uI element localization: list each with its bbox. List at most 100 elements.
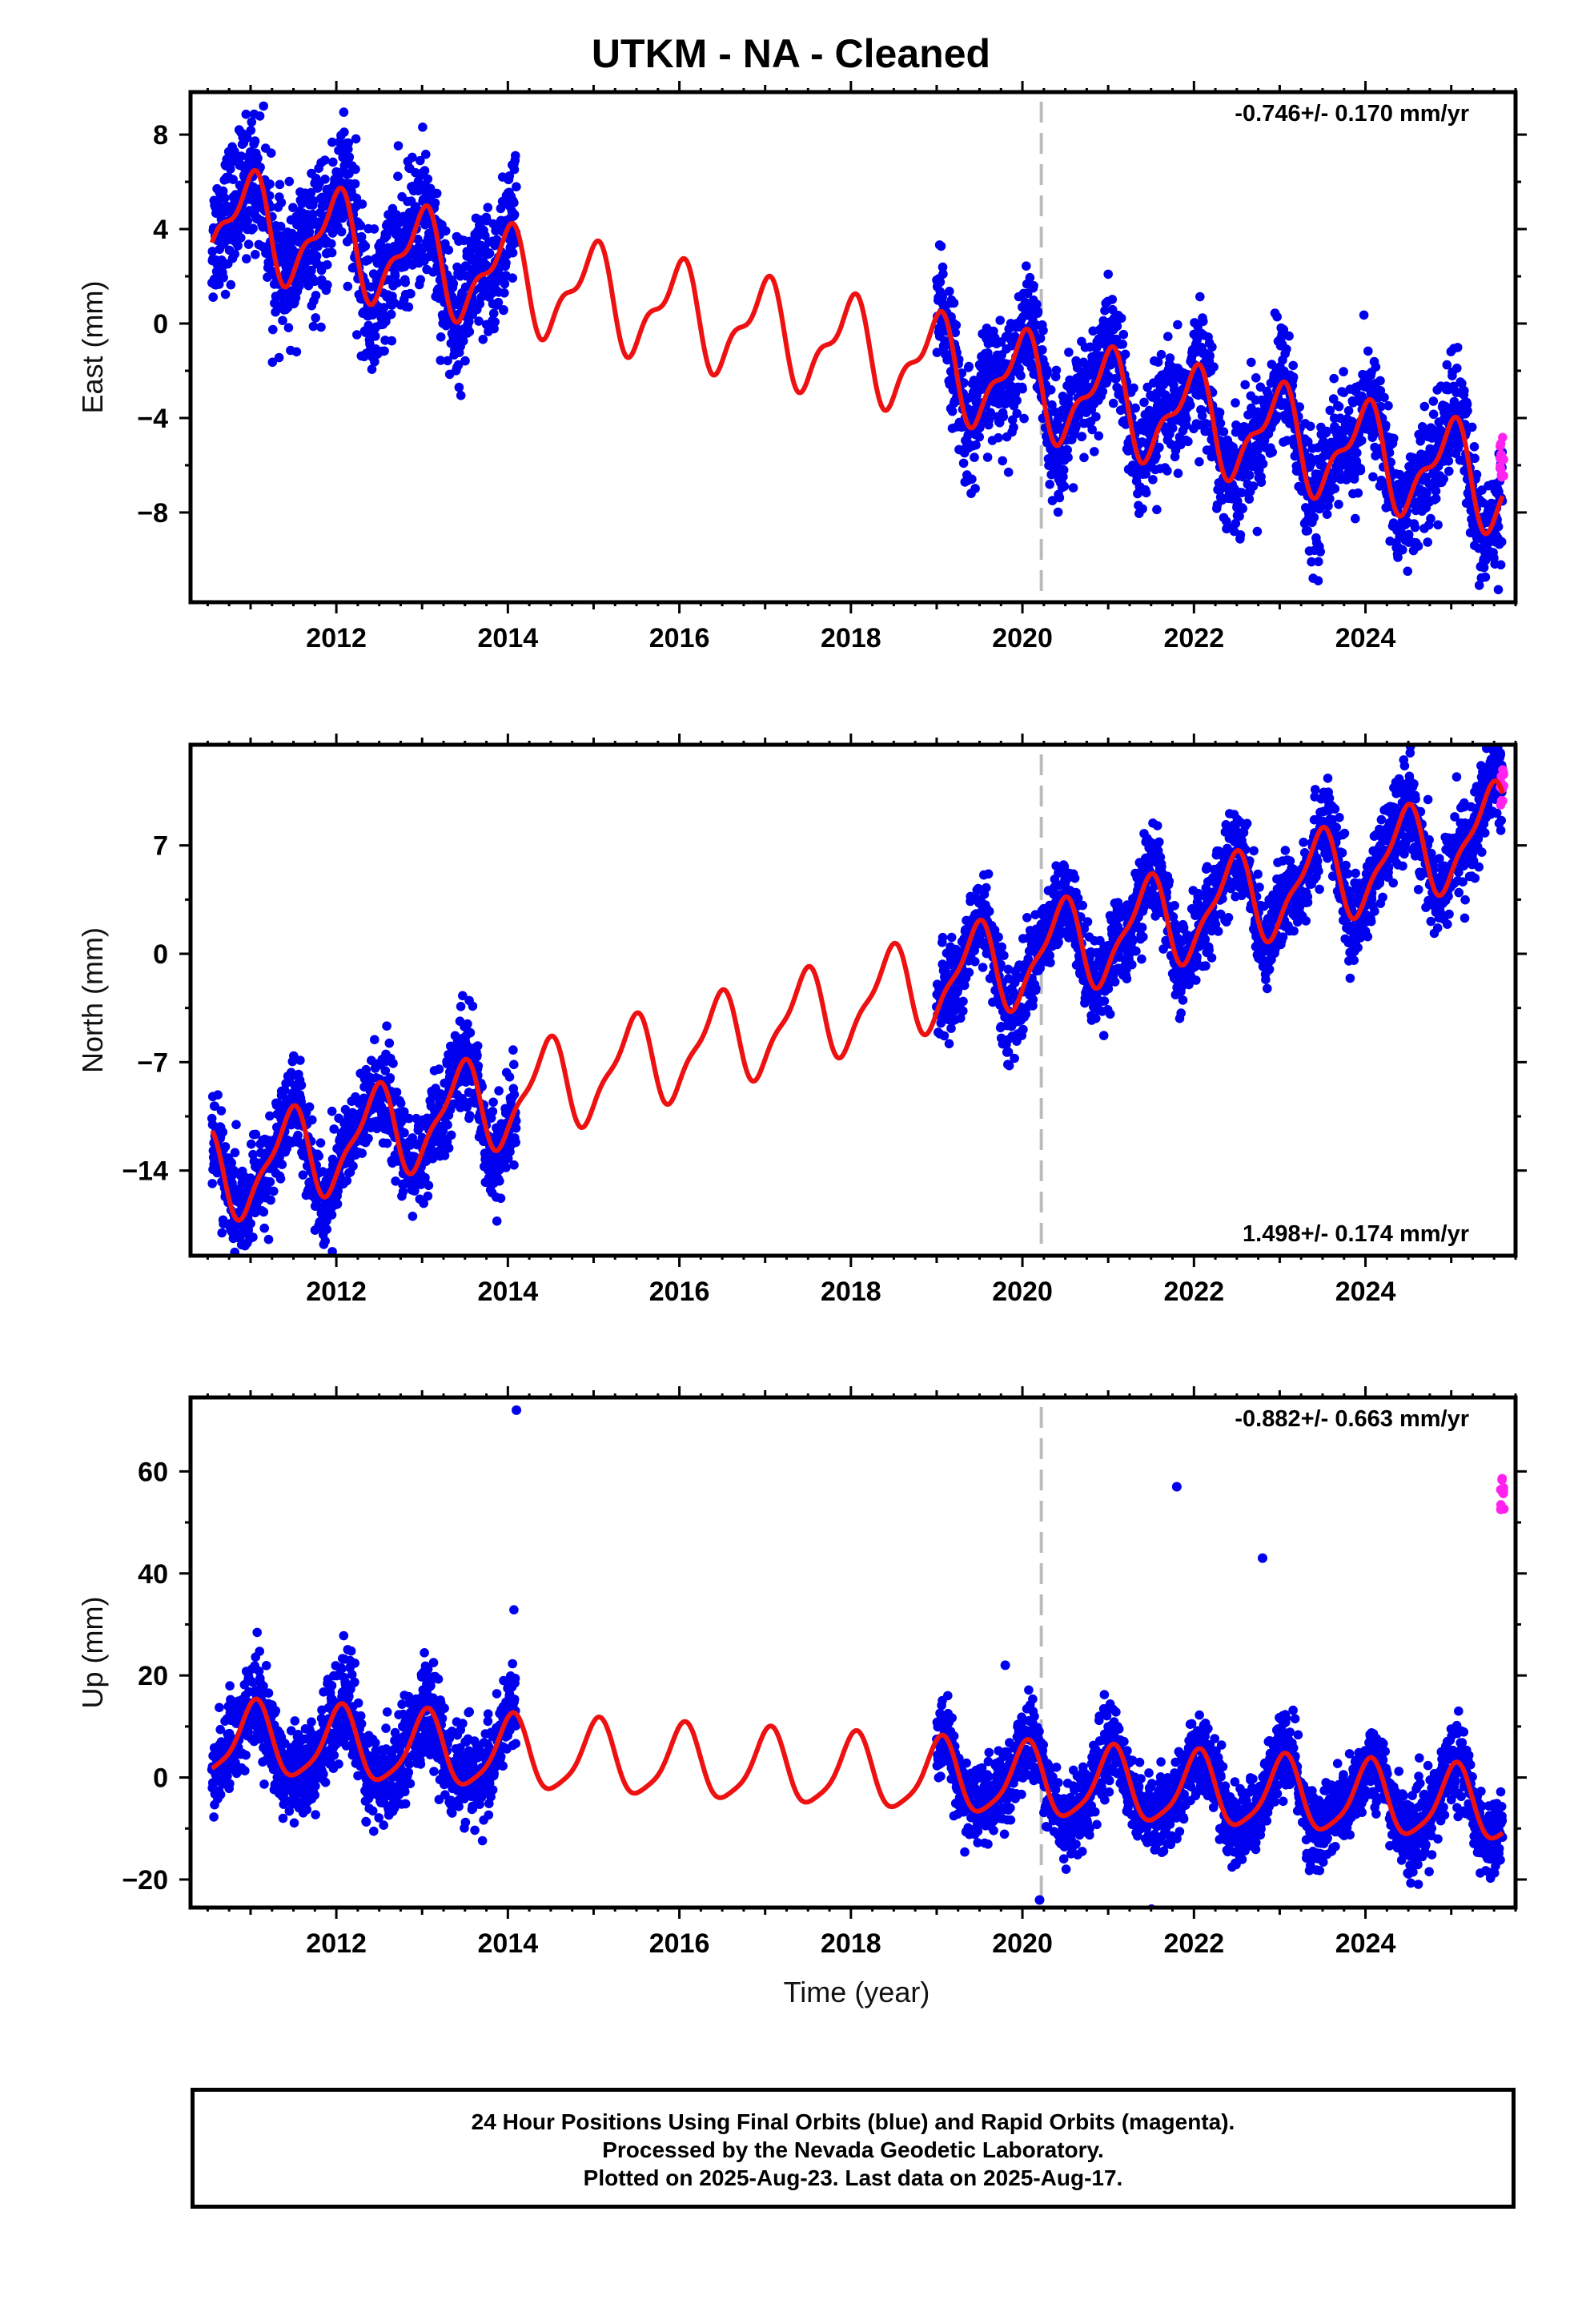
data-point <box>1205 351 1215 361</box>
data-point <box>1303 436 1313 447</box>
data-point <box>1163 332 1173 342</box>
data-point <box>416 275 425 285</box>
data-point <box>1058 472 1068 482</box>
data-point <box>1351 513 1360 524</box>
data-point <box>1079 452 1089 463</box>
data-point <box>1352 448 1362 458</box>
data-point <box>259 101 269 111</box>
data-point <box>289 1051 299 1061</box>
data-point <box>268 324 278 335</box>
data-point <box>263 272 272 283</box>
data-point <box>500 288 509 298</box>
data-point <box>265 1111 275 1121</box>
data-point <box>1426 513 1435 524</box>
data-point <box>329 1124 339 1134</box>
data-point <box>1379 392 1389 403</box>
data-point <box>1028 995 1038 1004</box>
data-point <box>1329 373 1339 384</box>
data-point <box>208 292 219 302</box>
data-point <box>1347 416 1357 427</box>
data-point <box>1173 320 1182 330</box>
data-point <box>1240 380 1250 390</box>
data-point <box>1256 477 1267 487</box>
data-point <box>214 279 224 289</box>
east-rapid-points <box>1495 432 1508 482</box>
data-point <box>1467 422 1477 432</box>
data-point <box>1118 329 1129 340</box>
data-point <box>259 1223 270 1233</box>
data-point <box>448 279 459 289</box>
data-point <box>246 1219 255 1228</box>
data-point <box>247 1139 256 1149</box>
data-point <box>995 316 1005 325</box>
data-point <box>314 1151 324 1161</box>
data-point <box>1053 507 1063 517</box>
data-point <box>1403 566 1412 577</box>
data-point <box>1251 373 1261 383</box>
data-point <box>473 1061 484 1071</box>
data-point <box>1325 494 1335 504</box>
data-point <box>284 176 295 187</box>
data-point <box>464 327 475 337</box>
data-point <box>350 179 360 189</box>
data-point <box>951 320 962 330</box>
data-point <box>511 1123 521 1133</box>
data-point <box>1051 365 1062 376</box>
data-point <box>1165 353 1175 363</box>
data-point <box>958 996 968 1007</box>
data-point <box>396 1099 406 1108</box>
data-point <box>1151 452 1161 461</box>
data-point <box>355 220 366 231</box>
data-point <box>241 109 251 119</box>
data-point <box>1322 509 1332 519</box>
data-point <box>508 273 517 283</box>
data-point <box>248 1232 258 1242</box>
data-point <box>1103 269 1113 279</box>
data-point <box>432 188 442 199</box>
data-point <box>216 1106 227 1116</box>
data-point <box>1233 496 1243 506</box>
data-point <box>1474 581 1484 590</box>
data-point <box>1009 422 1018 432</box>
data-point <box>1112 321 1122 332</box>
data-point <box>1325 405 1335 416</box>
data-point <box>959 378 969 388</box>
data-point <box>1263 388 1273 399</box>
data-point <box>379 1116 389 1125</box>
data-point <box>229 1165 239 1176</box>
data-point <box>480 1151 491 1161</box>
data-point <box>315 1138 326 1148</box>
data-point <box>277 1160 287 1169</box>
x-tick-label: 2016 <box>649 623 710 653</box>
data-point <box>1003 964 1014 975</box>
data-point <box>327 1106 337 1116</box>
data-point <box>499 305 508 315</box>
data-point <box>947 406 958 416</box>
data-point <box>1025 272 1035 283</box>
data-point <box>323 280 332 290</box>
data-point <box>956 1013 966 1023</box>
data-point <box>944 1039 954 1049</box>
y-tick-label: 8 <box>153 120 168 151</box>
east-frame <box>188 90 1518 605</box>
data-point <box>251 1129 261 1140</box>
x-tick-label: 2014 <box>478 623 539 653</box>
data-point <box>509 1059 519 1070</box>
data-point <box>322 259 332 270</box>
data-point <box>1334 401 1344 412</box>
data-point <box>488 1097 498 1108</box>
data-point <box>1422 488 1431 498</box>
data-point <box>382 1021 391 1031</box>
data-point <box>320 175 330 184</box>
data-point <box>408 1212 418 1221</box>
data-point <box>336 227 347 237</box>
data-point <box>1235 511 1244 521</box>
data-point <box>1343 406 1354 416</box>
data-point <box>278 316 287 326</box>
data-point <box>472 1051 482 1060</box>
data-point <box>460 356 470 366</box>
data-point <box>964 361 974 372</box>
data-point <box>932 348 942 357</box>
data-point <box>266 148 276 158</box>
data-point <box>935 277 946 287</box>
